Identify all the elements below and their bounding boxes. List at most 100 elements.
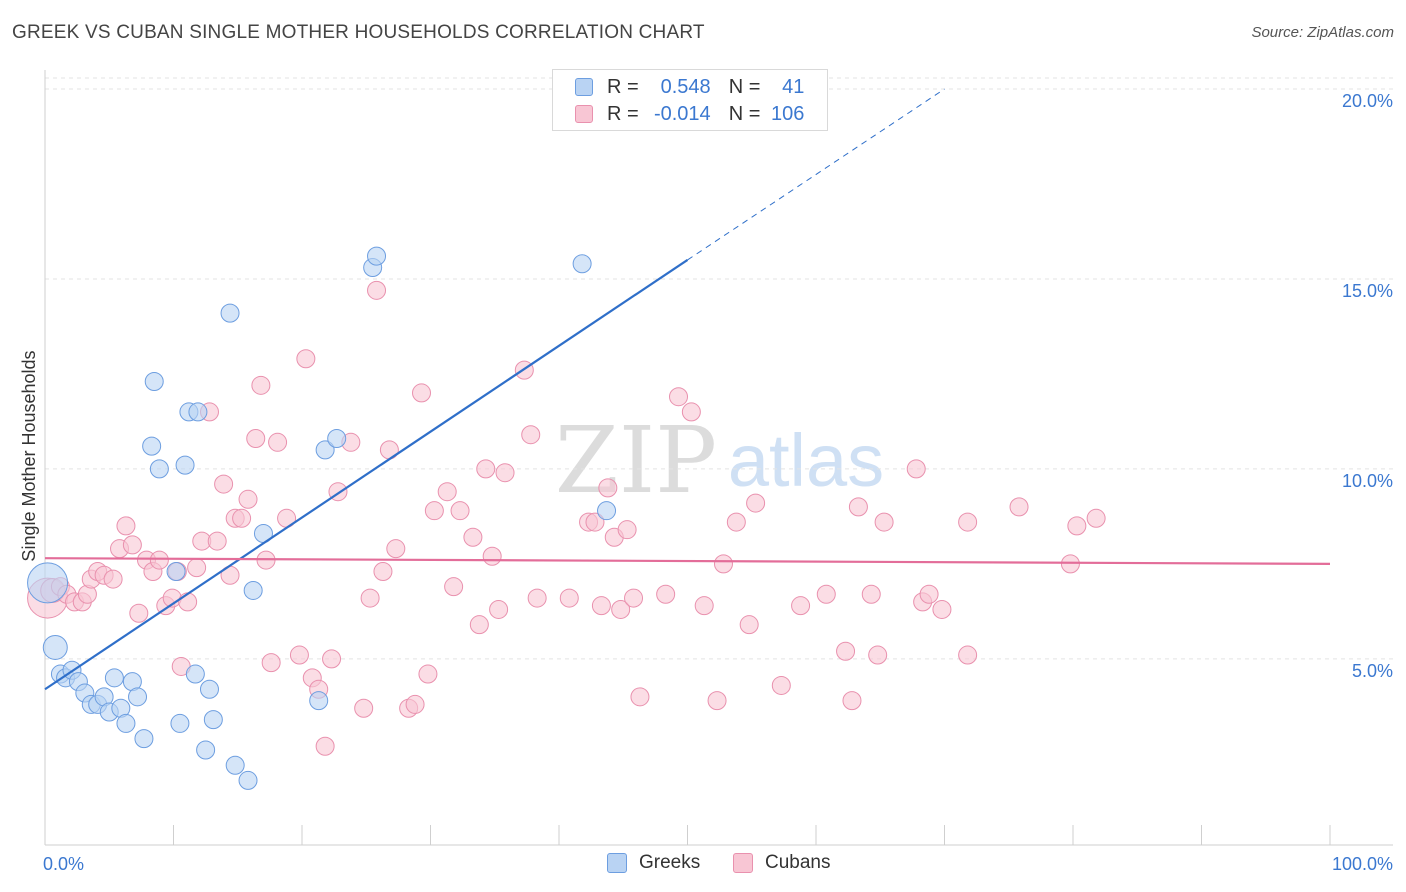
cuban-point	[296, 349, 316, 369]
cuban-point	[1060, 554, 1080, 574]
cubans-legend-label: Cubans	[765, 852, 831, 873]
x-tick-label-min: 0.0%	[43, 854, 84, 874]
cuban-point	[726, 512, 746, 532]
cuban-point	[360, 588, 380, 608]
y-axis-label: Single Mother Households	[19, 350, 39, 561]
y-tick-label: 15.0%	[1342, 281, 1393, 301]
cuban-point	[469, 615, 489, 635]
cuban-point	[412, 383, 432, 403]
greek-point	[142, 436, 162, 456]
greek-point	[175, 455, 195, 475]
cuban-point	[437, 482, 457, 502]
cuban-point	[289, 645, 309, 665]
cuban-point	[129, 603, 149, 623]
axes	[44, 70, 1393, 846]
cuban-point	[178, 592, 198, 612]
cuban-point	[958, 645, 978, 665]
cubans-legend-swatch	[733, 853, 753, 873]
greek-point	[144, 372, 164, 392]
cubans-r-value: -0.014	[653, 102, 711, 125]
greek-point	[104, 668, 124, 688]
cuban-point	[958, 512, 978, 532]
greek-point	[220, 303, 240, 323]
cuban-point	[103, 569, 123, 589]
cuban-point	[214, 474, 234, 494]
cuban-point	[836, 641, 856, 661]
legend-row-greeks: R = 0.548 N = 41	[575, 74, 804, 100]
greek-point	[199, 679, 219, 699]
cuban-point	[527, 588, 547, 608]
cuban-point	[1067, 516, 1087, 536]
cuban-point	[598, 478, 618, 498]
greek-point	[149, 459, 169, 479]
greek-point	[238, 770, 258, 790]
cubans-n-value: 106	[771, 102, 805, 125]
cuban-point	[232, 508, 252, 528]
cuban-point	[669, 387, 689, 407]
greek-point	[170, 713, 190, 733]
r-label: R =	[607, 75, 639, 98]
greeks-r-value: 0.548	[660, 75, 711, 98]
greek-point	[116, 713, 136, 733]
greek-point	[196, 740, 216, 760]
greeks-swatch	[575, 78, 593, 96]
greek-point	[225, 755, 245, 775]
cuban-point	[373, 561, 393, 581]
cuban-point	[418, 664, 438, 684]
greek-point	[309, 691, 329, 711]
y-tick-label: 10.0%	[1342, 471, 1393, 491]
cubans-points	[27, 280, 1106, 756]
y-tick-label: 20.0%	[1342, 91, 1393, 111]
cuban-point	[624, 588, 644, 608]
cuban-point	[694, 596, 714, 616]
cuban-point	[354, 698, 374, 718]
series-legend: Greeks Cubans	[0, 852, 1406, 876]
cuban-point	[238, 489, 258, 509]
legend-item-cubans: Cubans	[733, 852, 831, 874]
cuban-point	[617, 520, 637, 540]
greek-point	[166, 561, 186, 581]
cuban-point	[681, 402, 701, 422]
greeks-trend-line	[44, 259, 689, 691]
greek-point	[128, 687, 148, 707]
cuban-point	[521, 425, 541, 445]
tick-labels: 5.0% 10.0% 15.0% 20.0% 0.0% 100.0%	[43, 91, 1393, 874]
r-label: R =	[607, 102, 639, 125]
cuban-point	[463, 527, 483, 547]
greeks-legend-label: Greeks	[639, 852, 701, 873]
cuban-point	[405, 694, 425, 714]
cuban-point	[919, 584, 939, 604]
greeks-legend-swatch	[607, 853, 627, 873]
cuban-point	[585, 512, 605, 532]
cuban-point	[450, 501, 470, 521]
cuban-point	[386, 539, 406, 559]
greek-point	[597, 501, 617, 521]
cuban-point	[630, 687, 650, 707]
y-tick-label: 5.0%	[1352, 661, 1393, 681]
cuban-point	[251, 375, 271, 395]
cuban-point	[246, 429, 266, 449]
cuban-point	[489, 599, 509, 619]
greek-point	[27, 562, 69, 604]
cuban-point	[906, 459, 926, 479]
watermark: ZIP atlas	[555, 407, 884, 514]
cuban-point	[842, 691, 862, 711]
chart-title: GREEK VS CUBAN SINGLE MOTHER HOUSEHOLDS …	[12, 22, 705, 43]
greek-point	[42, 634, 68, 660]
cuban-point	[848, 497, 868, 517]
cuban-point	[476, 459, 496, 479]
cuban-point	[739, 615, 759, 635]
cuban-point	[591, 596, 611, 616]
greeks-trend-extension	[687, 88, 945, 261]
cuban-point	[707, 691, 727, 711]
cubans-swatch	[575, 105, 593, 123]
cuban-point	[868, 645, 888, 665]
n-label: N =	[728, 75, 761, 98]
cuban-point	[771, 675, 791, 695]
cuban-point	[261, 653, 281, 673]
greek-point	[572, 254, 592, 274]
correlation-legend: R = 0.548 N = 41 R = -0.014 N = 106	[552, 69, 828, 131]
n-label: N =	[728, 102, 761, 125]
cuban-point	[444, 577, 464, 597]
